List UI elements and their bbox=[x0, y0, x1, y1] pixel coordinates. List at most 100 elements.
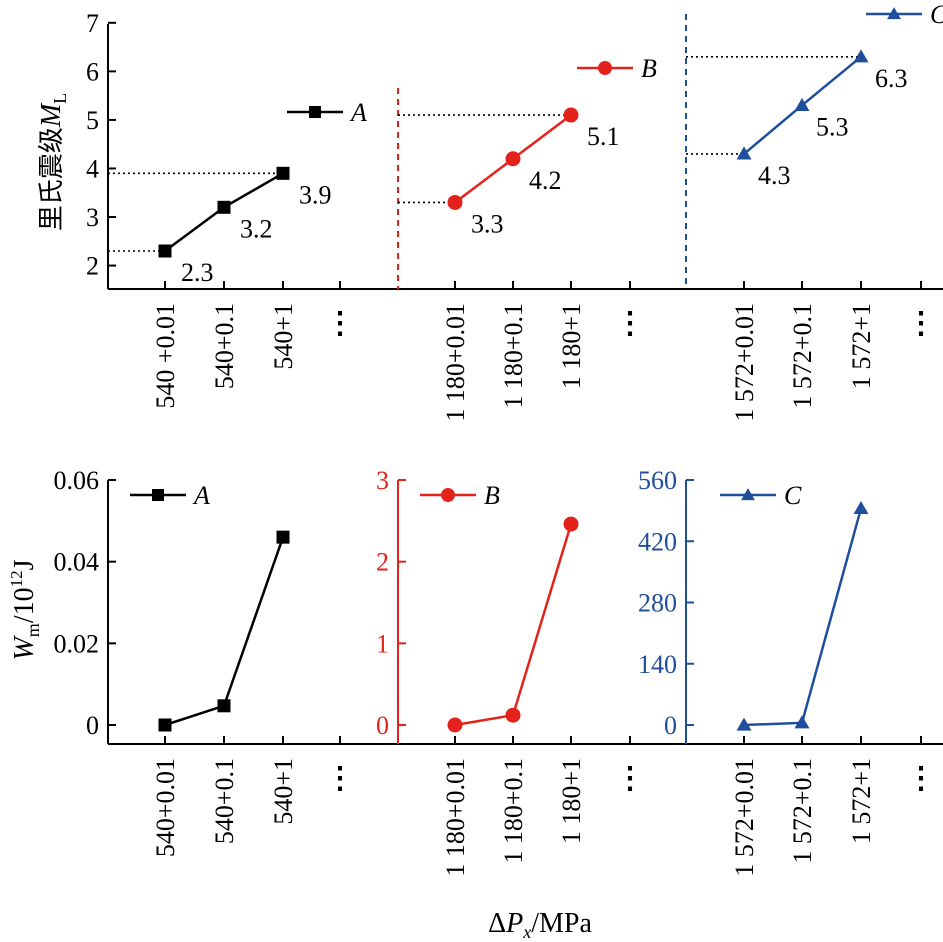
y-tick-label: 420 bbox=[638, 527, 677, 556]
x-axis-label: ΔPx/MPa bbox=[488, 908, 592, 942]
data-label: 3.9 bbox=[299, 180, 332, 209]
data-label: 4.3 bbox=[758, 161, 791, 190]
y-tick-label: 0.06 bbox=[54, 466, 100, 495]
y-axis-label-bottom: Wm/1012J bbox=[7, 559, 43, 660]
y-tick-label: 0 bbox=[376, 711, 389, 740]
legend-marker bbox=[741, 488, 755, 501]
y-tick-label: 0 bbox=[664, 711, 677, 740]
point-C bbox=[736, 717, 752, 731]
series-line-B bbox=[454, 523, 573, 727]
x-tick-label: 540 +0.01 bbox=[151, 303, 180, 409]
data-label: 3.3 bbox=[471, 209, 504, 238]
legend-label: A bbox=[192, 481, 210, 510]
series-line-C bbox=[743, 508, 863, 727]
point-A bbox=[158, 718, 172, 732]
legend-label: B bbox=[484, 481, 500, 510]
y-tick-label: 6 bbox=[86, 57, 99, 86]
y-tick-label: 280 bbox=[638, 589, 677, 618]
x-tick-label: 1 572+1 bbox=[847, 303, 876, 389]
point-C bbox=[794, 715, 810, 729]
y-tick-label: 3 bbox=[86, 203, 99, 232]
y-tick-label: 0.04 bbox=[54, 548, 100, 577]
y-tick-label: 2 bbox=[376, 548, 389, 577]
x-label-symbol: P bbox=[505, 908, 523, 939]
x-label-prefix: Δ bbox=[488, 908, 506, 939]
ellipsis: ⋮ bbox=[325, 762, 355, 795]
y-label-sub: m bbox=[23, 623, 43, 637]
y-label-symbol: M bbox=[36, 102, 67, 128]
y-tick-label: 3 bbox=[376, 466, 389, 495]
point-C bbox=[794, 97, 810, 111]
y-axis-label: 里氏震级ML bbox=[36, 93, 70, 231]
y-tick-label: 0 bbox=[86, 711, 99, 740]
x-tick-label: 1 572+0.01 bbox=[730, 303, 759, 422]
x-tick-label: 1 180+0.1 bbox=[499, 758, 528, 864]
data-label: 5.1 bbox=[587, 122, 620, 151]
ellipsis: ⋮ bbox=[906, 762, 936, 795]
data-label: 6.3 bbox=[875, 64, 908, 93]
point-C bbox=[853, 500, 869, 515]
legend-marker bbox=[598, 61, 612, 75]
y-tick-label: 2 bbox=[86, 252, 99, 281]
y-tick-label: 7 bbox=[86, 9, 99, 38]
x-label-unit: /MPa bbox=[531, 908, 592, 939]
y-tick-label: 140 bbox=[638, 650, 677, 679]
x-tick-label: 1 180+1 bbox=[557, 303, 586, 389]
point-A bbox=[217, 699, 231, 713]
point-C bbox=[736, 146, 752, 160]
point-C bbox=[853, 49, 869, 63]
data-label: 4.2 bbox=[529, 166, 562, 195]
legend-marker bbox=[309, 106, 321, 118]
y-tick-label: 0.02 bbox=[54, 629, 100, 658]
point-A bbox=[276, 166, 290, 180]
series-line-A bbox=[164, 536, 285, 727]
y-tick-label: 4 bbox=[86, 154, 99, 183]
y-label-unit-j: J bbox=[9, 559, 40, 570]
x-tick-label: 540+0.1 bbox=[210, 303, 239, 389]
legend-label: C bbox=[930, 0, 943, 29]
data-label: 5.3 bbox=[816, 112, 849, 141]
point-B bbox=[505, 707, 521, 723]
legend-label: A bbox=[349, 98, 367, 127]
y-label-text: 里氏震级 bbox=[37, 127, 67, 231]
point-A bbox=[276, 530, 290, 544]
legend-marker bbox=[887, 7, 901, 20]
point-A bbox=[158, 244, 172, 258]
point-B bbox=[447, 194, 463, 210]
ellipsis: ⋮ bbox=[615, 762, 645, 795]
x-tick-label: 540+1 bbox=[269, 758, 298, 825]
data-label: 3.2 bbox=[240, 214, 273, 243]
x-tick-label: 1 572+1 bbox=[847, 758, 876, 844]
legend-label: B bbox=[641, 54, 657, 83]
y-tick-label: 1 bbox=[376, 629, 389, 658]
x-tick-label: 1 180+0.1 bbox=[499, 303, 528, 409]
x-tick-label: 1 572+0.1 bbox=[788, 758, 817, 864]
point-B bbox=[505, 151, 521, 167]
x-tick-label: 1 180+1 bbox=[557, 758, 586, 844]
x-tick-label: 1 180+0.01 bbox=[441, 303, 470, 422]
x-tick-label: 1 572+0.01 bbox=[730, 758, 759, 877]
point-A bbox=[217, 200, 231, 214]
ellipsis: ⋮ bbox=[615, 307, 645, 340]
point-B bbox=[563, 107, 579, 123]
y-label-sub: L bbox=[50, 93, 70, 104]
legend-marker bbox=[441, 488, 455, 502]
x-tick-label: 540+0.1 bbox=[210, 758, 239, 844]
x-label-sub: x bbox=[522, 922, 531, 942]
point-B bbox=[447, 717, 463, 733]
y-label-unit: /10 bbox=[9, 587, 40, 623]
legend-marker bbox=[152, 489, 164, 501]
ellipsis: ⋮ bbox=[906, 307, 936, 340]
x-tick-label: 1 572+0.1 bbox=[788, 303, 817, 409]
y-label-sup: 12 bbox=[7, 570, 26, 587]
legend-label: C bbox=[784, 481, 802, 510]
y-label-symbol: W bbox=[9, 635, 40, 661]
y-tick-label: 560 bbox=[638, 466, 677, 495]
ellipsis: ⋮ bbox=[325, 307, 355, 340]
x-tick-label: 540+0.01 bbox=[151, 758, 180, 857]
data-label: 2.3 bbox=[181, 258, 214, 287]
x-tick-label: 1 180+0.01 bbox=[441, 758, 470, 877]
x-tick-label: 540+1 bbox=[269, 303, 298, 370]
point-B bbox=[563, 516, 579, 532]
